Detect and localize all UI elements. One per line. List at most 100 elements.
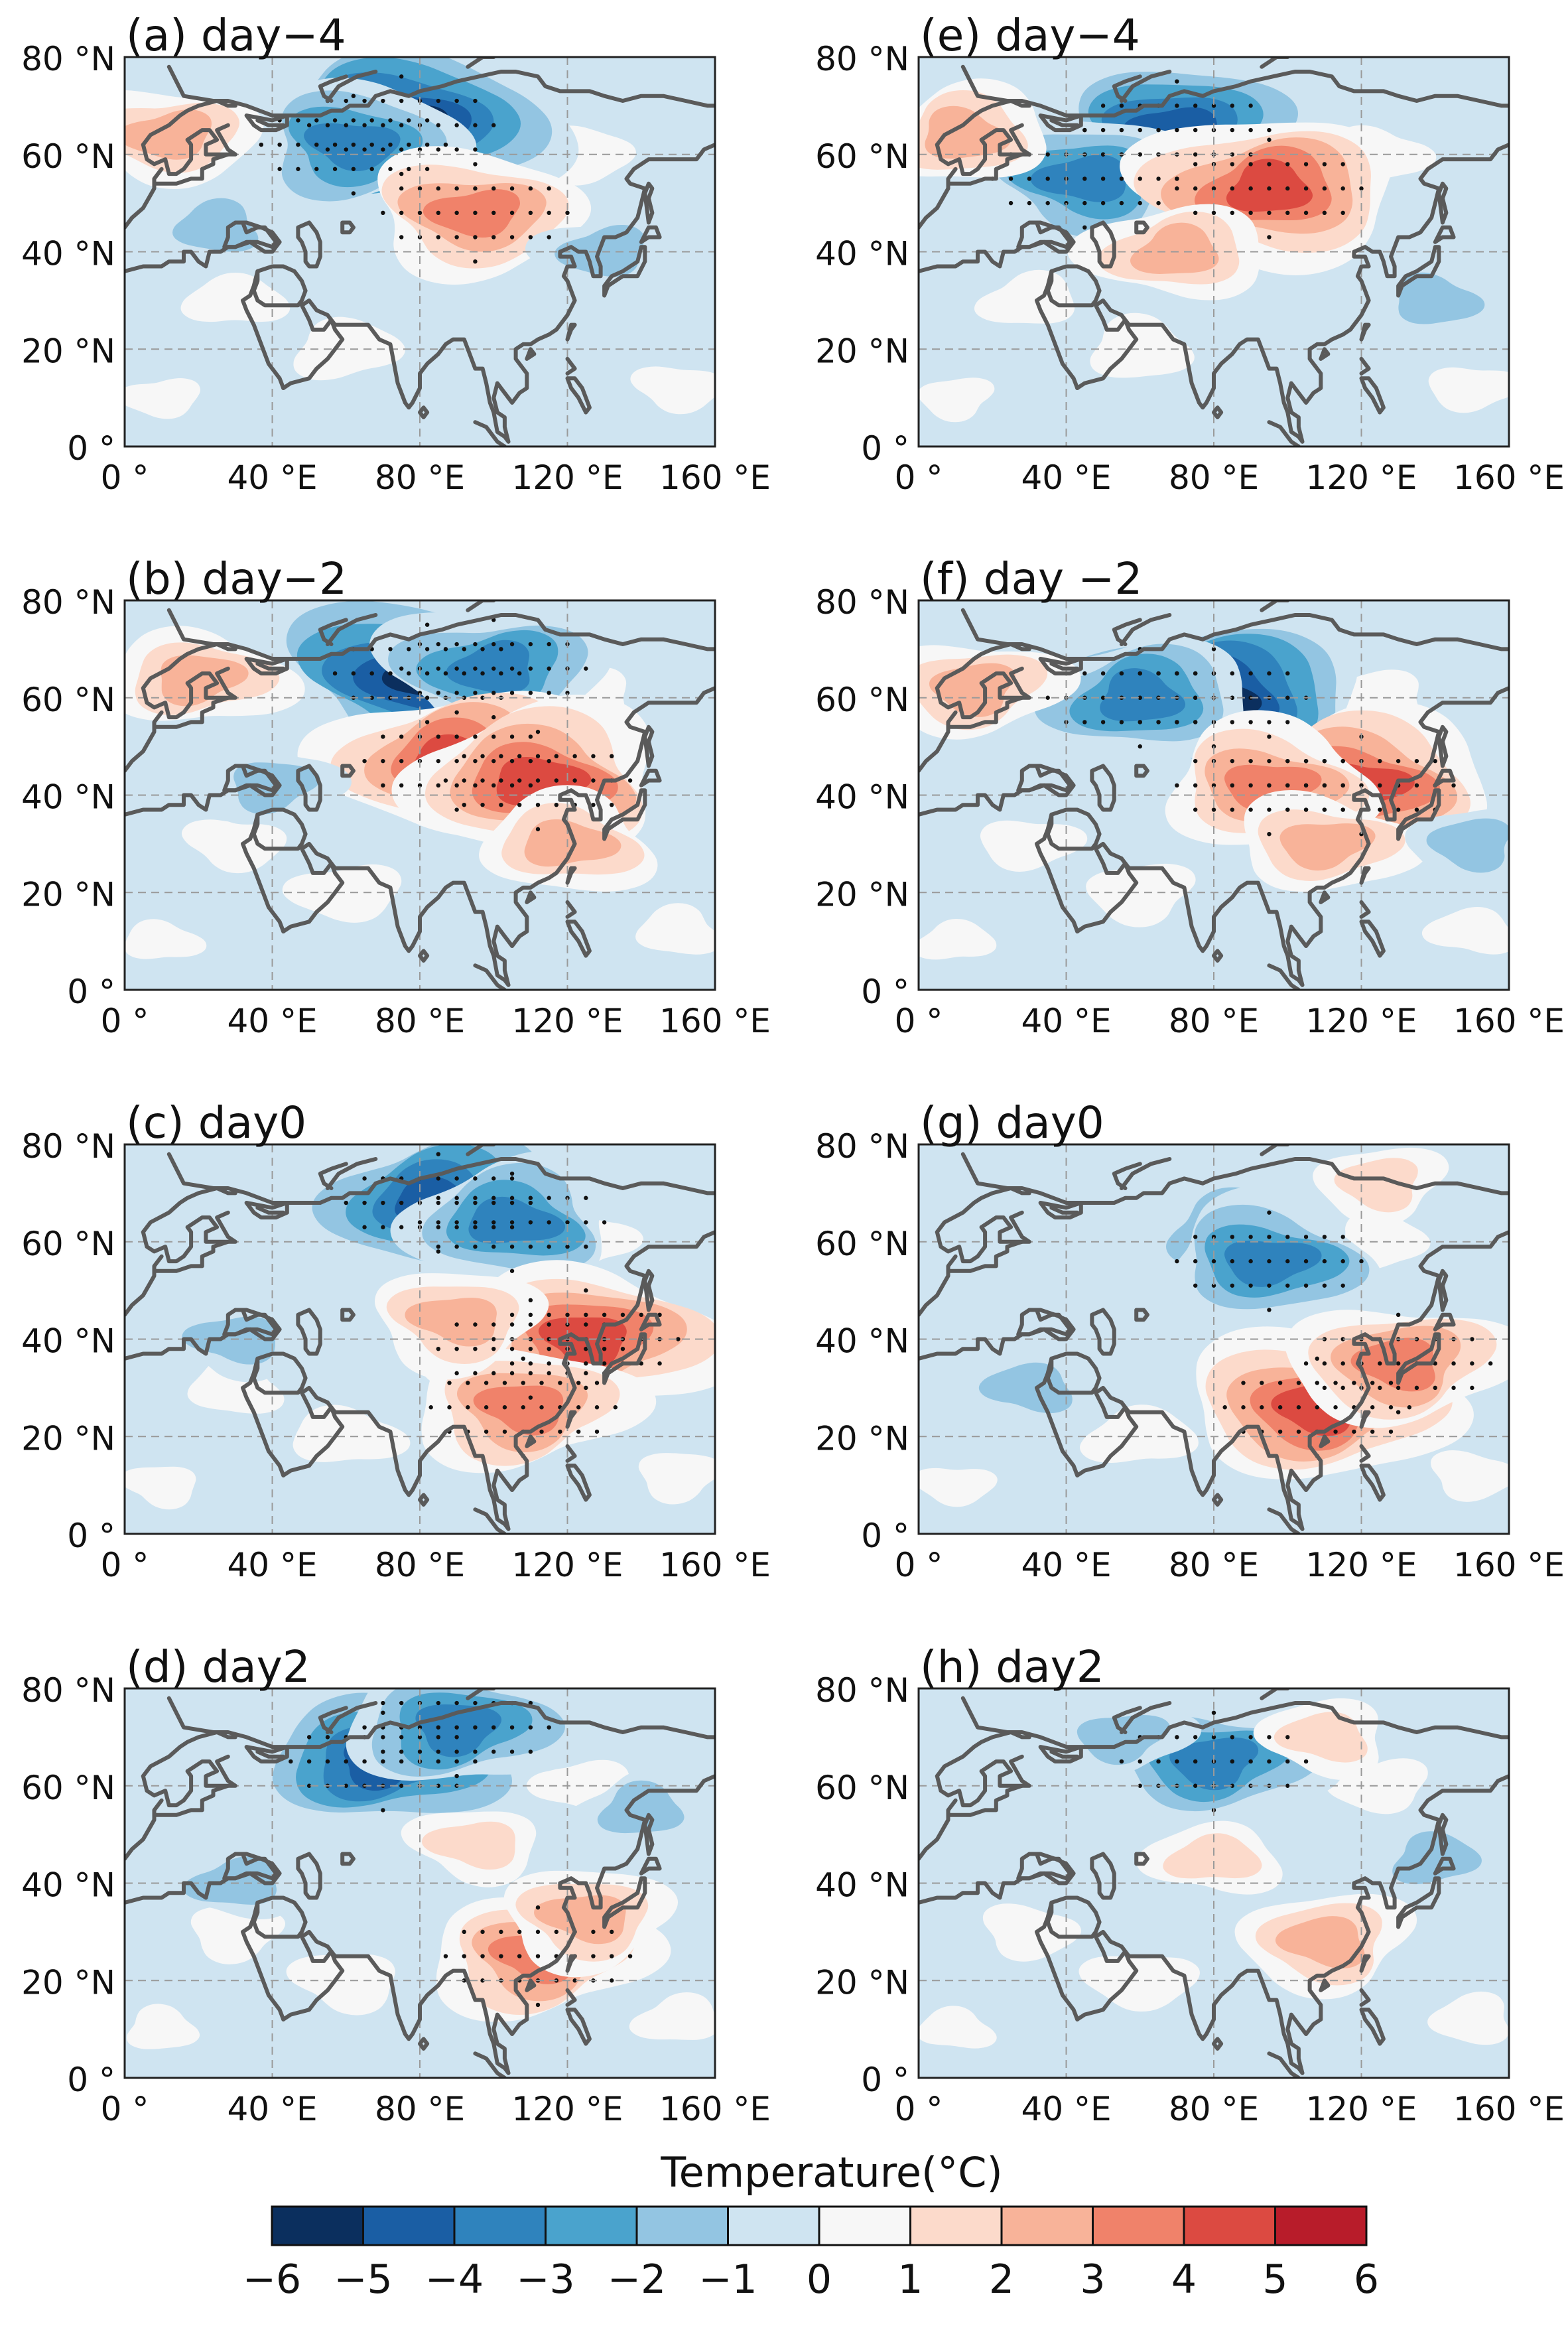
significance-dot: [1333, 1405, 1338, 1410]
significance-dot: [576, 1381, 581, 1385]
significance-dot: [554, 802, 559, 807]
significance-dot: [1378, 783, 1382, 788]
anomaly-center: [565, 1767, 704, 1842]
significance-dot: [591, 778, 596, 783]
significance-dot: [1488, 1361, 1493, 1366]
significance-dot: [443, 778, 448, 783]
panel-frame: [123, 1143, 716, 1535]
significance-dot: [473, 734, 478, 739]
coastline: [935, 1210, 1031, 1264]
panel-c-field: [125, 1144, 715, 1534]
significance-dot: [1211, 1710, 1216, 1715]
significance-dot: [484, 1405, 489, 1410]
significance-dot: [517, 1954, 522, 1958]
significance-dot: [417, 1220, 423, 1225]
significance-dot: [1156, 720, 1161, 724]
significance-dot: [1267, 1283, 1272, 1288]
coastline: [1134, 1852, 1149, 1866]
coastline: [491, 143, 715, 444]
significance-dot: [454, 147, 459, 152]
significance-dot: [535, 1929, 541, 1935]
significance-dot: [473, 1371, 478, 1376]
significance-dot: [1378, 1361, 1382, 1366]
significance-dots: [259, 74, 570, 264]
significance-dot: [1138, 671, 1142, 676]
coastline: [141, 642, 237, 691]
significance-dot: [1267, 235, 1272, 239]
contour-level: [304, 123, 401, 171]
coastline: [1212, 2037, 1224, 2051]
y-tick-label: 80 °N: [815, 1127, 909, 1166]
coastline: [565, 866, 577, 885]
x-tick-label: 40 °E: [1021, 1002, 1111, 1040]
anomaly-center: [1136, 1820, 1283, 1895]
coastline: [222, 1852, 282, 1885]
significance-dot: [369, 671, 374, 676]
coastline: [1045, 1351, 1102, 1395]
significance-dot: [1100, 103, 1106, 108]
coastline: [251, 1895, 308, 1939]
significance-dot: [1414, 758, 1419, 764]
significance-dot: [351, 94, 356, 98]
significance-dot: [362, 1225, 367, 1229]
contour-level: [468, 1196, 565, 1244]
coastline: [1267, 2051, 1301, 2078]
coastline: [491, 1230, 715, 1531]
significance-dot: [1175, 186, 1179, 191]
x-tick-label: 80 °E: [1169, 458, 1259, 497]
significance-dot: [484, 1381, 489, 1385]
significance-dot: [1193, 1235, 1198, 1239]
significance-dot: [1100, 127, 1106, 133]
significance-dot: [473, 1225, 478, 1229]
significance-dot: [1193, 1783, 1198, 1788]
significance-dot: [1222, 1405, 1227, 1410]
significance-dot: [362, 147, 367, 152]
significance-dot: [473, 783, 478, 788]
significance-dot: [517, 671, 522, 676]
panel-f-field: [919, 600, 1509, 990]
coastline: [281, 841, 511, 987]
significance-dot: [1285, 210, 1290, 215]
coastline: [1112, 74, 1142, 103]
panel-g: (g) day0 0 ° 20 °N 40 °N 60 °N 80 °N 0 ° 40 °E 8…: [815, 1097, 1565, 1584]
neutral-patch: [635, 903, 715, 955]
significance-dot: [407, 647, 411, 651]
coastline: [1359, 1988, 1371, 2007]
coastline: [946, 1239, 1024, 1273]
coastline: [935, 666, 1031, 720]
significance-dot: [388, 671, 393, 676]
coastline: [1090, 1308, 1116, 1356]
significance-dot: [1388, 1381, 1394, 1385]
colorbar-tick-label: 6: [1354, 2256, 1379, 2303]
significance-dot: [1119, 103, 1124, 108]
significance-dot: [576, 1405, 581, 1410]
significance-dot: [462, 754, 466, 759]
coastline: [1359, 356, 1371, 376]
significance-dot: [399, 734, 404, 739]
significance-dot: [473, 1749, 478, 1754]
significance-dot: [509, 1220, 515, 1225]
coastline: [639, 768, 662, 787]
significance-dot: [1285, 1783, 1290, 1788]
significance-dot: [1045, 152, 1050, 157]
neutral-patch: [282, 864, 402, 923]
contour-level: [925, 105, 1011, 159]
y-tick-label: 80 °N: [815, 40, 909, 78]
coastline: [1359, 2008, 1386, 2046]
coastline: [222, 1308, 282, 1341]
significance-dot: [454, 642, 459, 647]
significance-dot: [554, 778, 559, 783]
significance-dot: [1470, 1385, 1474, 1391]
significance-dot: [602, 1346, 607, 1351]
contour-level: [1398, 272, 1485, 324]
significance-dot: [473, 259, 478, 264]
coastline: [1433, 225, 1456, 244]
coastline: [960, 64, 1509, 133]
significance-dot: [473, 642, 478, 647]
neutral-patch: [1078, 1956, 1200, 2012]
significance-dot: [1138, 176, 1142, 181]
significance-dot: [436, 1225, 441, 1229]
significance-dot: [1378, 1385, 1382, 1391]
significance-dot: [399, 666, 404, 671]
panel-b-field: [125, 600, 715, 990]
